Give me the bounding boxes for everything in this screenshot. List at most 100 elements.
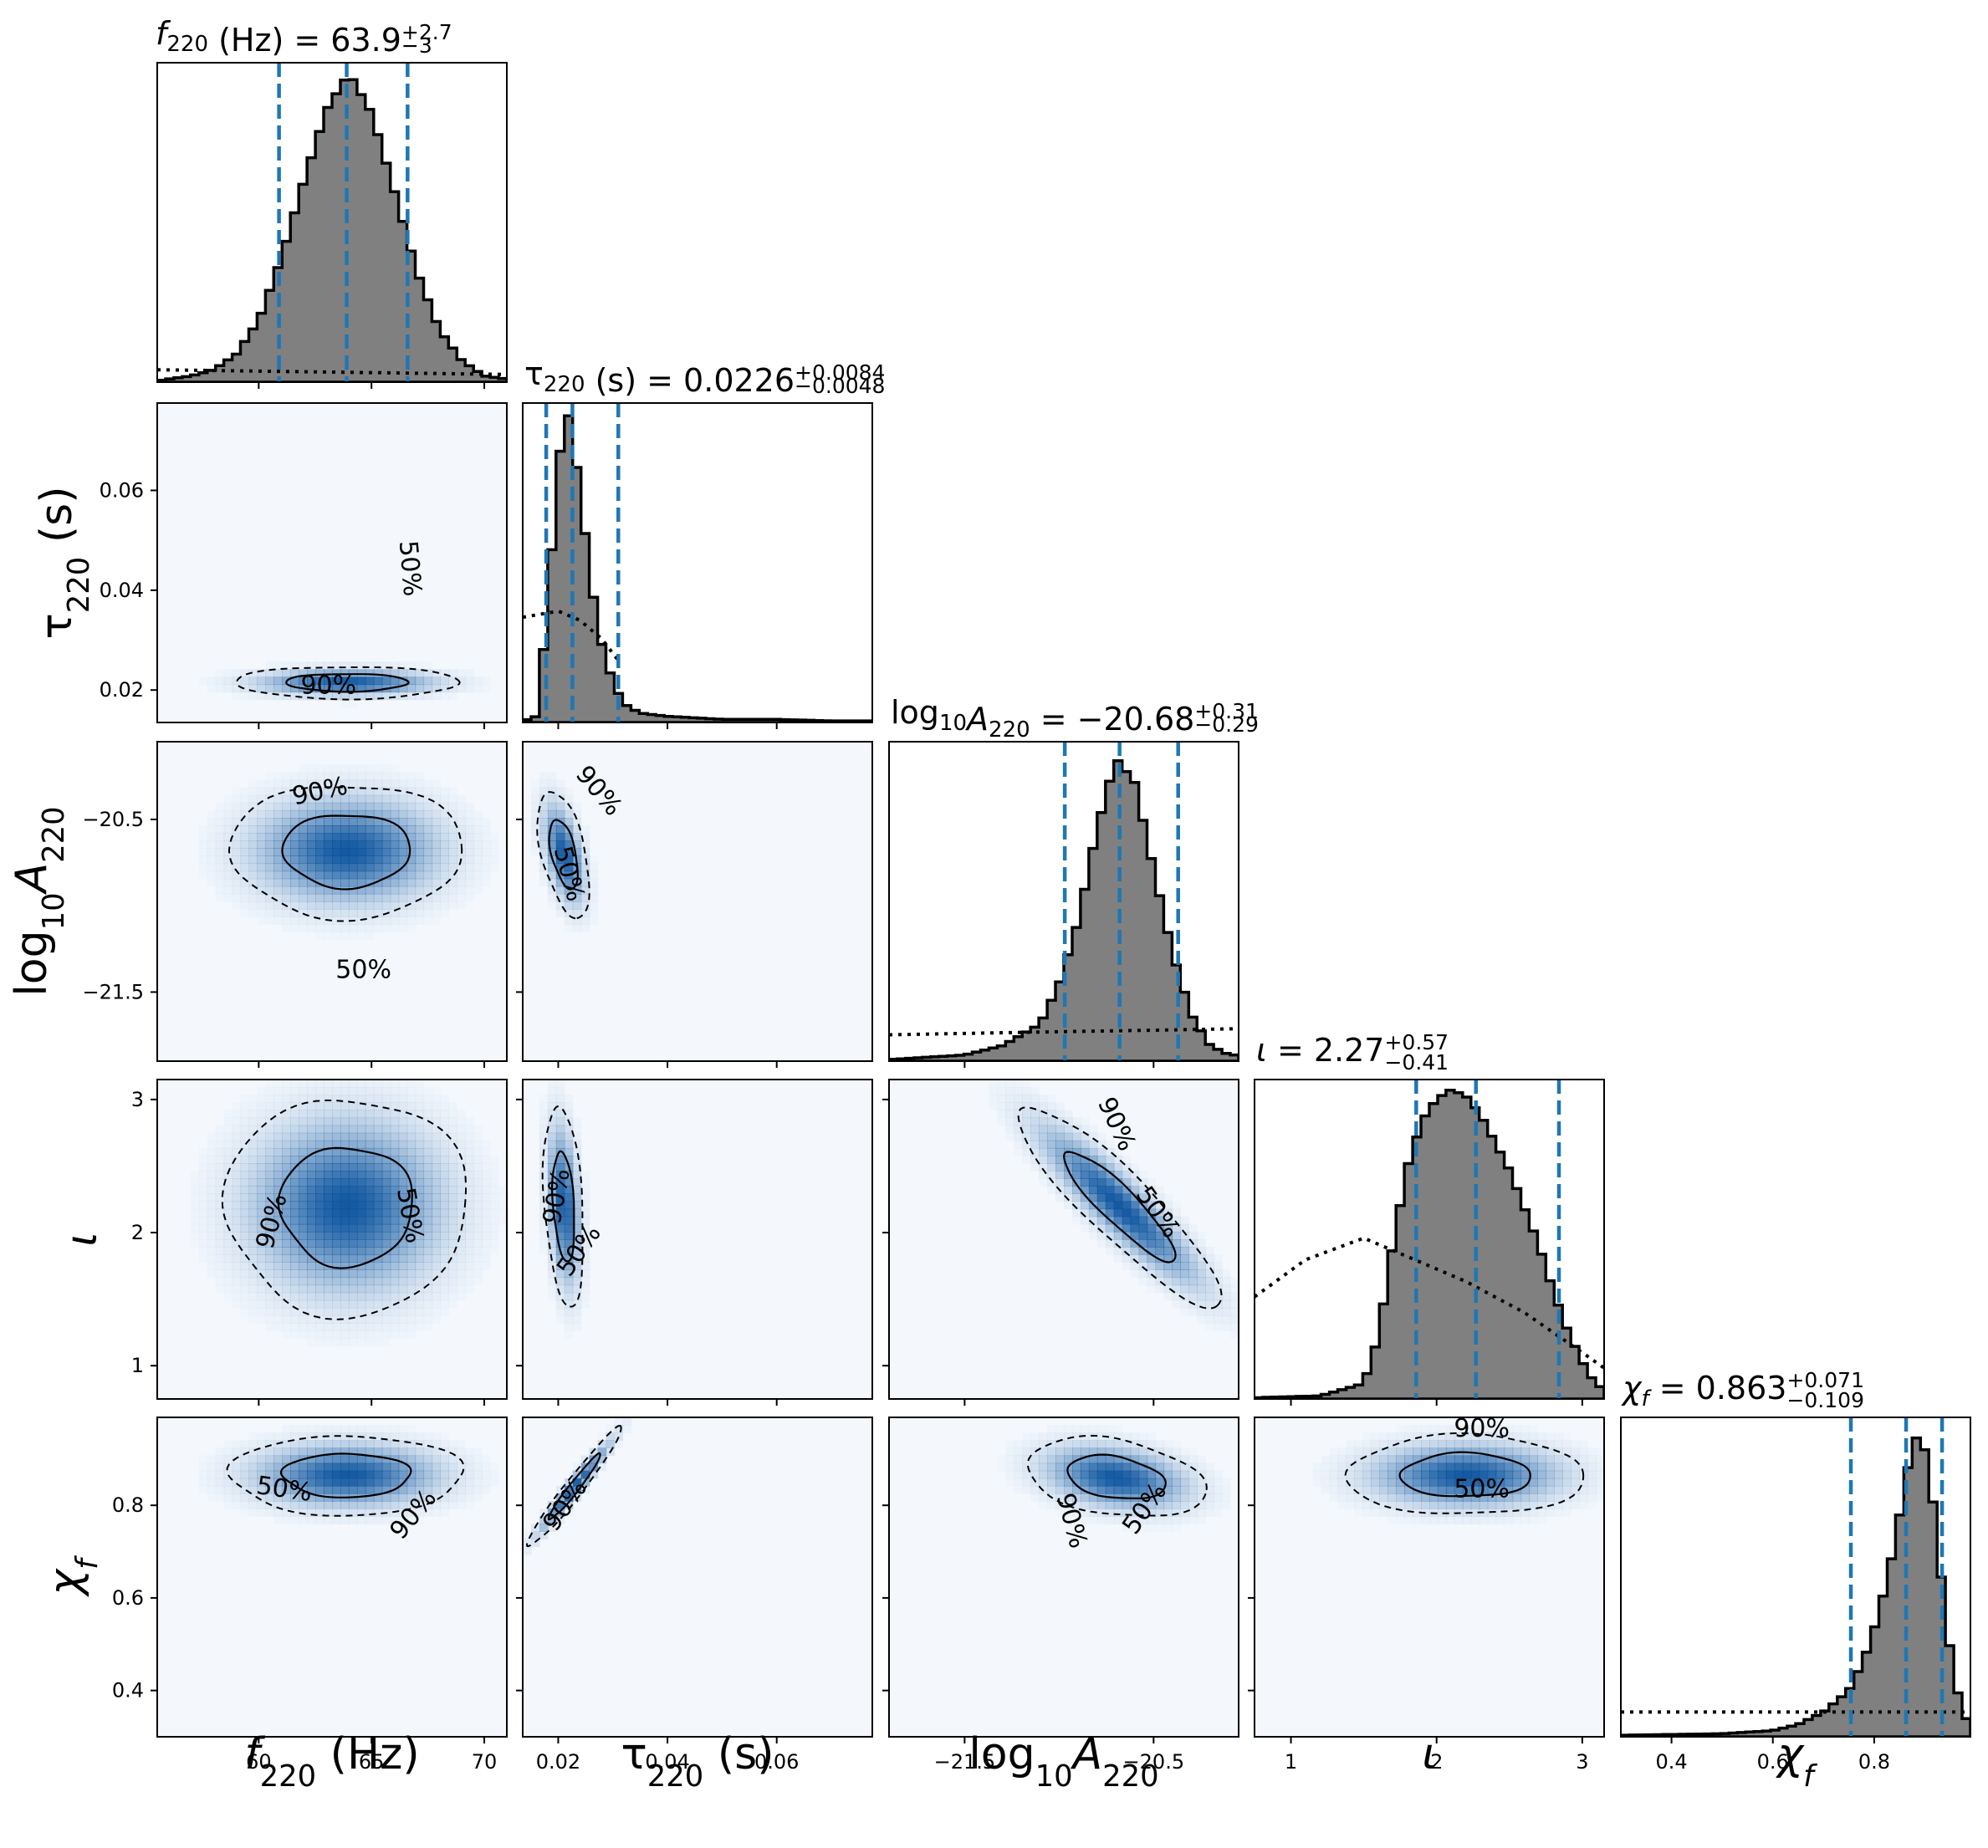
- density-cell: [1587, 1501, 1597, 1509]
- density-cell: [1139, 1432, 1148, 1441]
- density-cell: [307, 825, 316, 834]
- density-cell: [572, 1307, 582, 1316]
- density-cell: [1537, 1485, 1546, 1494]
- density-cell: [564, 909, 574, 917]
- density-cell: [1072, 1117, 1081, 1126]
- density-cell: [282, 1080, 291, 1088]
- density-cell: [315, 1493, 325, 1502]
- panel-title-minus-tau220: −0.0048: [795, 374, 885, 398]
- density-cell: [1197, 1262, 1206, 1270]
- density-cell: [440, 1171, 449, 1179]
- density-cell: [315, 1102, 325, 1110]
- density-cell: [1388, 1516, 1397, 1524]
- density-cell: [248, 1284, 258, 1294]
- density-cell: [1180, 1493, 1189, 1502]
- density-cell: [1546, 1470, 1555, 1479]
- density-cell: [1039, 1501, 1048, 1509]
- density-cell: [1039, 1171, 1048, 1179]
- density-cell: [356, 1447, 366, 1457]
- x-axis-label-tau220: τ220 (s): [621, 1729, 774, 1794]
- density-cell: [290, 909, 299, 917]
- density-cell: [1105, 1485, 1115, 1494]
- density-cell: [1495, 1501, 1505, 1509]
- density-cell: [348, 1193, 358, 1202]
- density-cell: [1487, 1440, 1497, 1448]
- density-cell: [556, 1080, 565, 1088]
- density-cell: [406, 1478, 417, 1487]
- density-cell: [299, 1117, 308, 1126]
- density-cell: [1080, 1178, 1090, 1187]
- density-cell: [315, 916, 325, 925]
- density-cell: [482, 840, 491, 849]
- density-cell: [257, 1455, 266, 1464]
- density-cell: [373, 802, 383, 811]
- density-cell: [1546, 1478, 1555, 1487]
- density-cell: [1064, 1125, 1073, 1134]
- density-cell: [406, 878, 417, 887]
- density-cell: [390, 1284, 400, 1294]
- density-cell: [1337, 1485, 1347, 1494]
- density-cell: [365, 809, 375, 819]
- density-cell: [1222, 1493, 1231, 1502]
- density-cell: [373, 886, 383, 895]
- density-cell: [1138, 1470, 1148, 1479]
- density-cell: [216, 1447, 225, 1456]
- density-cell: [199, 1202, 208, 1210]
- density-cell: [257, 1292, 266, 1301]
- density-cell: [232, 1163, 242, 1172]
- density-cell: [1321, 1478, 1331, 1487]
- density-cell: [415, 1132, 425, 1141]
- density-cell: [564, 1147, 574, 1156]
- density-cell: [315, 1307, 325, 1316]
- contour-50: [551, 1150, 575, 1263]
- density-cell: [1445, 1447, 1455, 1457]
- density-cell: [440, 893, 449, 902]
- density-cell: [457, 1485, 466, 1494]
- density-cell: [1329, 1485, 1339, 1494]
- density-cell: [207, 1186, 217, 1194]
- density-cell: [1197, 1269, 1206, 1279]
- density-cell: [1188, 1292, 1198, 1301]
- density-cell: [1022, 1478, 1031, 1487]
- density-cell: [1404, 1447, 1413, 1457]
- density-cell: [1039, 1432, 1048, 1441]
- density-cell: [356, 825, 366, 834]
- density-cell: [1479, 1470, 1489, 1479]
- density-cell: [1222, 1323, 1231, 1331]
- density-cell: [1064, 1432, 1073, 1441]
- density-cell: [1130, 1447, 1140, 1457]
- density-cell: [457, 1247, 466, 1255]
- density-cell: [307, 1125, 316, 1134]
- density-cell: [1122, 1201, 1132, 1210]
- density-cell: [232, 855, 242, 865]
- density-cell: [473, 886, 483, 895]
- density-cell: [332, 1509, 341, 1517]
- density-cell: [1537, 1516, 1546, 1524]
- density-cell: [307, 855, 316, 865]
- density-cell: [1047, 1147, 1056, 1156]
- density-cell: [223, 1163, 233, 1172]
- density-cell: [273, 1117, 283, 1126]
- density-cell: [1113, 1478, 1123, 1487]
- density-cell: [1163, 1284, 1173, 1294]
- density-cell: [406, 1147, 417, 1156]
- density-cell: [1005, 1117, 1014, 1126]
- density-cell: [1014, 1478, 1023, 1487]
- density-cell: [215, 1247, 225, 1255]
- density-cell: [1072, 1493, 1081, 1502]
- density-cell: [315, 1140, 325, 1149]
- density-cell: [440, 1478, 449, 1487]
- density-cell: [390, 1509, 400, 1517]
- density-cell: [448, 1163, 457, 1172]
- density-cell: [1520, 1501, 1531, 1509]
- density-cell: [381, 1087, 391, 1095]
- density-cell: [240, 1163, 250, 1172]
- density-cell: [348, 1447, 358, 1457]
- density-cell: [223, 1140, 233, 1149]
- density-cell: [440, 1254, 449, 1263]
- density-cell: [199, 855, 208, 864]
- density-cell: [315, 1425, 325, 1433]
- density-cell: [555, 1223, 565, 1233]
- density-cell: [257, 669, 266, 677]
- density-cell: [324, 676, 333, 686]
